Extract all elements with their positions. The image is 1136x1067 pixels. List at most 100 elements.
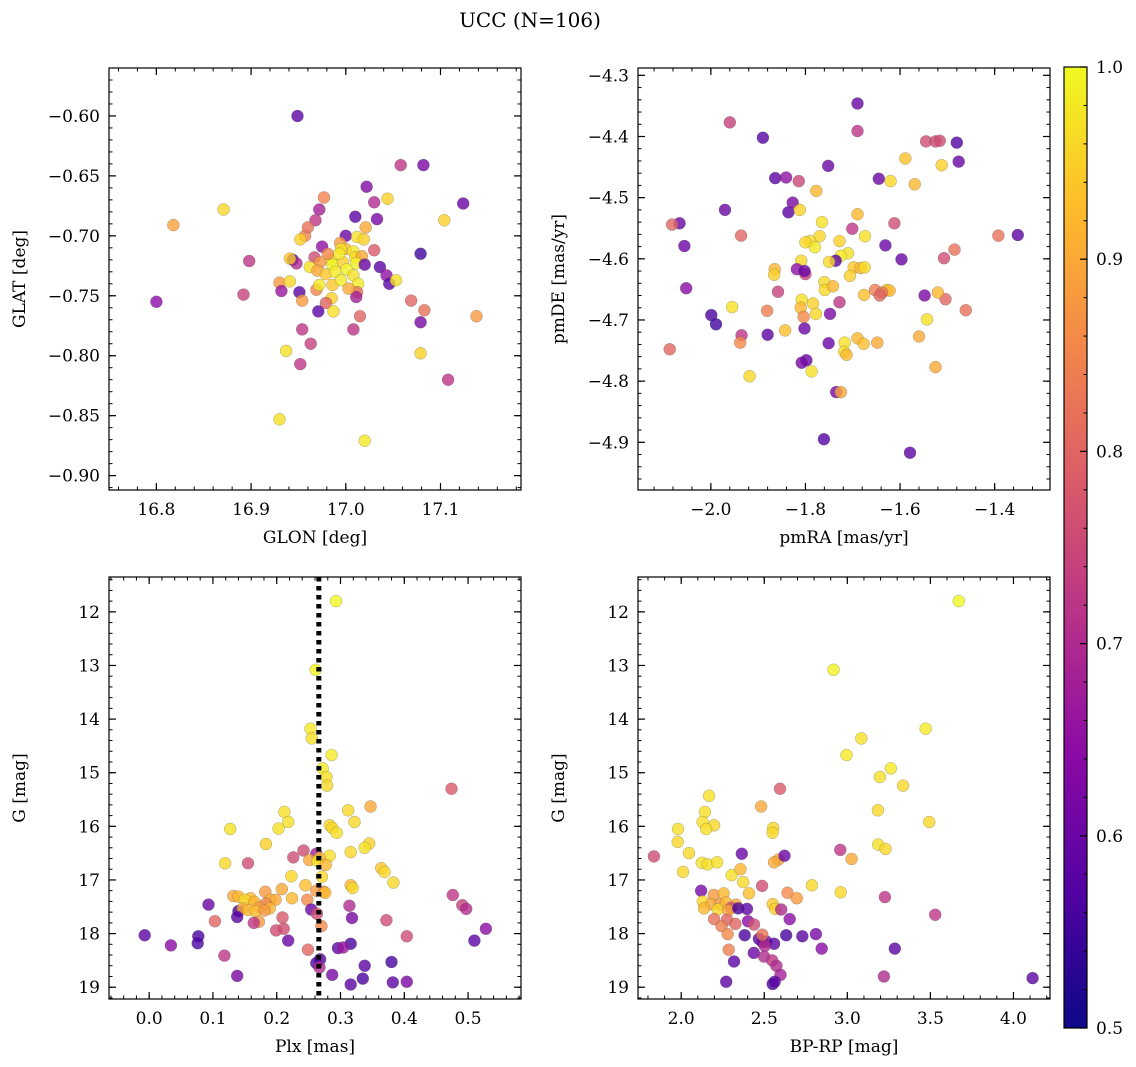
scatter-point [296,323,309,336]
scatter-point [809,307,823,321]
scatter-point [479,922,493,935]
scatter-point [663,343,676,356]
y-tick-label: 12 [607,603,629,623]
scatter-points-glon-glat [150,109,483,447]
scatter-point [386,976,399,989]
x-tick-label: −1.6 [879,500,920,520]
y-tick-label: −0.90 [48,467,100,487]
scatter-point [353,310,367,323]
scatter-point [283,252,297,265]
scatter-point [368,196,381,209]
scatter-points-plx-gmag [138,594,493,991]
axes-frame [108,576,522,1000]
scatter-point [296,294,309,307]
scatter-point [792,174,805,188]
colorbar-tick-label: 1.0 [1096,58,1123,78]
scatter-point [721,927,734,941]
scatter-panel-plx-gmag: 0.0 0.1 0.2 0.3 0.4 0.5 12 13 14 15 16 17 18 19 Plx [m… [10,576,522,1057]
scatter-point [896,779,910,792]
scatter-point [230,910,244,924]
scatter-point [918,289,931,302]
scatter-points-bprp-gmag [647,594,1039,991]
scatter-point [948,243,961,256]
y-tick-label: 16 [78,817,100,837]
scatter-point [815,215,829,229]
scatter-point [798,264,811,278]
x-axis-label: Plx [mas] [275,1037,355,1057]
scatter-point [742,887,756,900]
scatter-point [294,233,307,246]
y-tick-label: 13 [607,656,629,676]
scatter-point [364,800,377,813]
scatter-point [822,337,835,350]
scatter-point [237,288,250,301]
scatter-point [247,916,261,930]
y-tick-label: −4.6 [588,250,629,270]
scatter-point [359,221,372,234]
scatter-point [342,282,355,295]
scatter-point [343,899,356,912]
scatter-point [370,212,384,226]
axes-frame [637,67,1051,491]
scatter-point [826,280,840,293]
axis-ticks [109,577,521,999]
scatter-point [809,927,823,941]
scatter-point [697,902,711,915]
x-tick-label: 16.9 [232,500,270,520]
scatter-point [779,171,793,184]
scatter-point [833,296,846,309]
figure-suptitle: UCC (N=106) [459,8,601,32]
scatter-point [773,782,787,795]
scatter-point [285,892,299,905]
scatter-point [446,888,459,902]
y-tick-label: −4.8 [588,372,629,392]
scatter-point [218,857,232,870]
scatter-point [319,296,333,310]
scatter-point [790,892,803,905]
scatter-point [857,288,871,302]
y-tick-label: 16 [607,817,629,837]
scatter-point [647,850,661,863]
scatter-point [959,304,972,317]
scatter-point [702,789,716,802]
axes-frame [637,576,1051,1000]
scatter-point [291,109,304,123]
scatter-point [358,841,371,854]
scatter-point [699,822,713,836]
scatter-point [334,274,348,287]
y-tick-label: −0.75 [48,287,100,307]
scatter-point [259,837,273,851]
scatter-point [923,815,936,829]
scatter-point [344,845,357,859]
scatter-point [378,865,391,879]
scatter-point [758,939,771,953]
scatter-point [470,310,483,323]
scatter-point [680,282,693,295]
scatter-point [400,930,413,943]
scatter-point [223,822,237,836]
scatter-point [275,882,288,896]
scatter-point [877,970,891,983]
scatter-panel-pmra-pmde: −2.0 −1.8 −1.6 −1.4 −4.9 −4.8 −4.7 −4.6 −4.5 −4.4… [549,66,1051,548]
scatter-point [327,305,340,318]
scatter-point [320,779,334,792]
axes-frame [108,67,522,491]
colorbar-tick-label: 0.7 [1096,635,1123,655]
scatter-point [769,171,782,185]
scatter-point [722,943,735,956]
scatter-point [833,234,846,248]
x-tick-label: 17.1 [422,500,460,520]
scatter-point [879,842,892,856]
scatter-point [734,336,747,349]
scatter-point [884,762,897,775]
scatter-point [768,975,781,988]
y-tick-label: 12 [78,603,100,623]
colorbar-tick-label: 0.5 [1096,1019,1123,1039]
scatter-point [952,155,965,168]
scatter-point [309,663,322,676]
scatter-point [919,722,932,735]
scatter-point [358,434,371,447]
scatter-point [810,184,823,198]
axis-ticks [638,577,1050,999]
